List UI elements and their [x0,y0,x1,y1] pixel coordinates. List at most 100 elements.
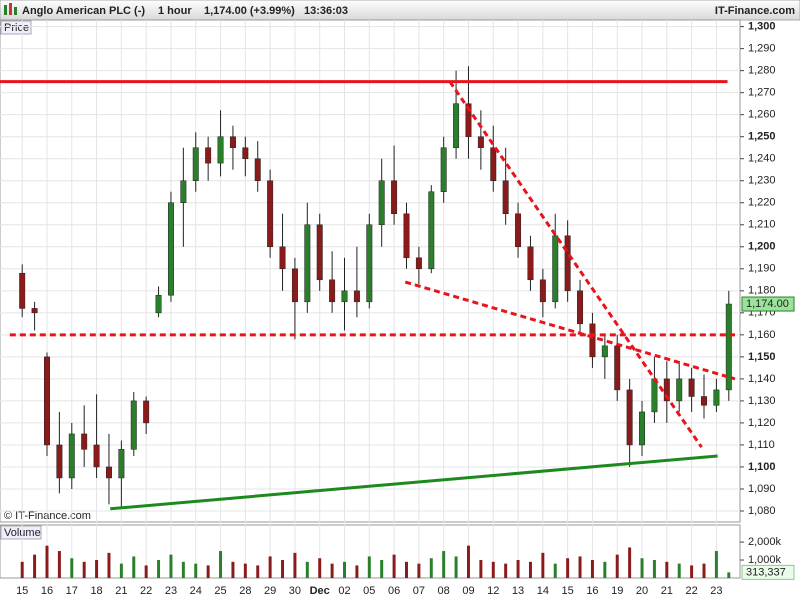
volume-bar [405,561,408,578]
y-tick-label: 1,280 [748,65,776,77]
x-tick-label: 02 [338,585,350,597]
x-tick-label: 29 [264,585,276,597]
y-tick-label: 1,150 [748,351,776,363]
candle-body [453,103,460,148]
volume-bar [57,551,61,578]
candle-body [564,235,571,292]
y-tick-label: 1,240 [748,153,776,165]
volume-bar [702,563,706,578]
volume-bar [20,561,24,578]
candle-body [589,323,596,358]
header: Anglo American PLC (-) 1 hour 1,174.00 (… [0,0,800,21]
candle-body [143,400,150,424]
candle-body [601,345,608,358]
x-tick-label: 23 [165,585,177,597]
candle-body [701,396,707,406]
volume-bar [144,565,148,578]
x-tick-label: 13 [512,585,524,597]
source: IT-Finance.com [715,5,795,17]
volume-bar [553,563,557,578]
candle-body [31,308,38,314]
time: 13:36:03 [304,5,348,17]
x-tick-label: 12 [487,585,499,597]
volume-bar [330,563,334,578]
volume-bar [132,556,136,578]
candle-body [81,433,88,450]
volume-bar [367,556,371,578]
volume-bar [243,563,247,578]
volume-bar [33,554,37,578]
x-tick-label: 24 [190,585,202,597]
volume-bar [578,556,582,578]
volume-bar [45,545,49,578]
volume-label-box [0,525,42,540]
candle-body [639,411,646,446]
volume-bar [70,558,74,578]
last-volume-label: 313,337 [746,566,786,578]
candle-body [614,345,621,391]
candle-body [167,202,174,296]
volume-bar [380,560,384,578]
volume-bar [107,552,111,578]
last-price-label: 1,174.00 [746,298,789,310]
volume-bar [194,563,198,578]
candle-body [93,444,100,468]
candle-body [44,356,50,446]
candle-body [267,180,274,248]
candle-body [229,136,236,148]
volume-bar [231,561,235,578]
x-tick-label: 28 [239,585,251,597]
y-tick-label: 1,300 [748,21,776,33]
candle-body [539,279,546,303]
candle-body [118,449,125,479]
volume-bar [318,558,322,578]
x-tick-label: 15 [16,585,28,597]
candle-body [415,257,422,270]
y-tick-label: 1,120 [748,417,776,429]
y-tick-label: 1,140 [748,373,776,385]
volume-bar [516,560,520,578]
volume-bar [479,560,483,578]
y-tick-label: 1,210 [748,219,776,231]
x-tick-label: 21 [115,585,127,597]
interval: 1 hour [158,5,192,17]
candle-body [515,213,522,248]
volume-bar [268,556,272,578]
x-tick-label: 25 [214,585,226,597]
volume-bar [355,565,359,578]
panel-label: Price [4,22,29,34]
panel-label-box [0,20,32,35]
y-tick-label: 1,260 [748,109,776,121]
volume-bar [429,558,433,578]
candle-body [19,272,26,309]
candle-body [217,136,224,164]
volume-bar [504,563,508,578]
volume-bar [119,563,123,578]
candle-body [688,378,695,397]
last-volume-box [741,564,795,580]
candle-body [552,235,559,303]
volume-bar [442,551,446,578]
trend-line [404,280,736,381]
volume-bar [169,554,173,578]
candle-body [68,433,75,479]
y-tick-label: 1,200 [748,241,776,253]
candle-body [366,224,373,303]
y-tick-label: 1,230 [748,175,776,187]
volume-bar [157,560,161,578]
x-tick-label: 22 [140,585,152,597]
x-tick-label: 30 [289,585,301,597]
volume-bar [528,561,532,578]
candle-body [316,224,323,281]
volume-bar [281,560,285,578]
volume-bar [181,561,185,578]
volume-bar [640,558,644,578]
candle-body [440,147,447,192]
volume-bar [727,572,731,578]
volume-bar [677,563,681,578]
candle-body [304,224,311,303]
candle-body [329,279,336,303]
volume-bar [541,552,545,578]
volume-bar [566,558,570,578]
